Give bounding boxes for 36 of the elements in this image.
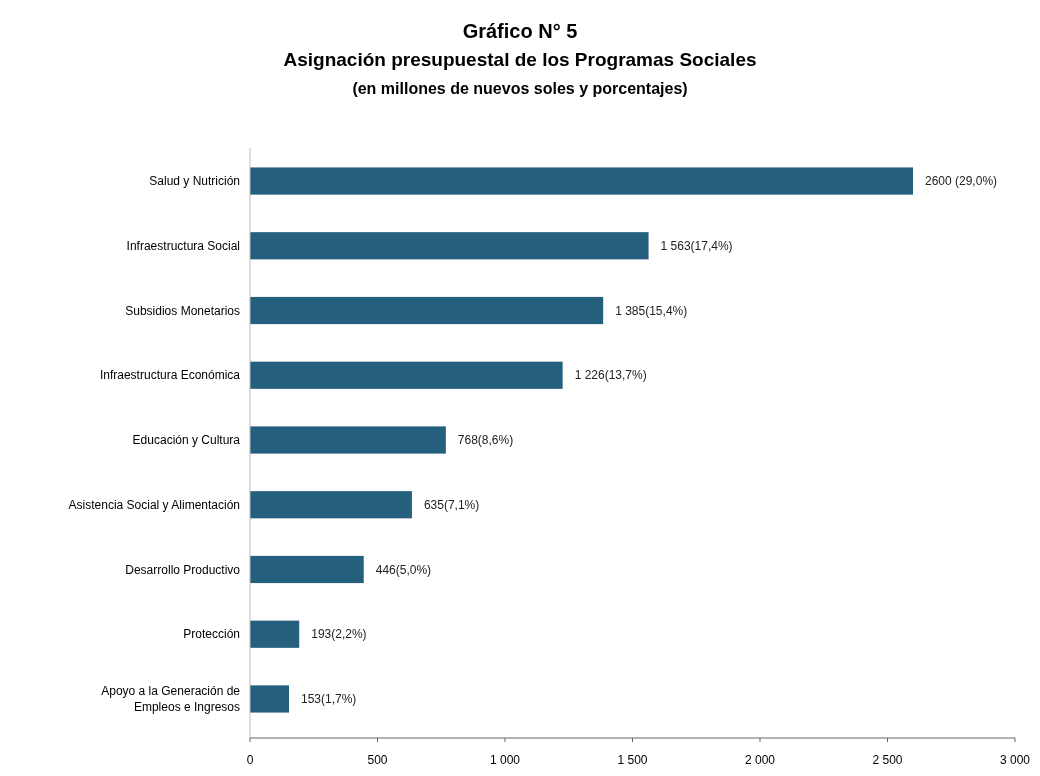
x-tick-label: 500 <box>367 753 388 767</box>
data-label: 635(7,1%) <box>423 497 480 512</box>
y-tick-label: Protección <box>183 627 240 642</box>
bar <box>250 685 290 713</box>
y-tick-label: Apoyo a la Generación de Empleos e Ingresos <box>101 684 241 715</box>
bar <box>250 620 300 648</box>
data-label: 2600 (29,0%) <box>925 174 998 189</box>
data-label: 193(2,2%) <box>311 627 367 642</box>
x-tick-label: 1 000 <box>489 753 521 767</box>
bar <box>250 491 412 519</box>
x-tick-label: 3 000 <box>999 753 1031 767</box>
y-tick-label: Infraestructura Social <box>126 238 240 253</box>
bar <box>250 555 364 584</box>
y-tick-label: Salud y Nutrición <box>149 174 240 189</box>
data-label: 1 226(13,7%) <box>574 368 647 383</box>
data-label: 1 385(15,4%) <box>615 303 688 318</box>
bar <box>250 361 563 389</box>
bar <box>250 426 446 454</box>
data-label: 446(5,0%) <box>375 562 432 577</box>
x-tick-label: 2 000 <box>744 753 776 767</box>
bar <box>250 232 649 260</box>
bar <box>250 167 913 195</box>
y-tick-label: Educación y Cultura <box>132 433 241 448</box>
chart-subtitle: Asignación presupuestal de los Programas Sociales (en millones de nuevos soles y porcentajes) <box>283 49 757 97</box>
x-tick-label: 0 <box>246 753 254 767</box>
data-label: 768(8,6%) <box>457 433 514 448</box>
y-tick-label: Infraestructura Económica <box>99 368 241 383</box>
x-tick-label: 1 500 <box>617 753 648 767</box>
y-tick-label: Desarrollo Productivo <box>125 562 241 577</box>
y-tick-label: Subsidios Monetarios <box>125 303 240 318</box>
data-label: 1 563(17,4%) <box>660 238 733 253</box>
data-label: 153(1,7%) <box>301 692 357 707</box>
y-tick-label: Asistencia Social y Alimentación <box>68 497 240 512</box>
x-tick-label: 2 500 <box>872 753 903 767</box>
bar <box>250 296 604 325</box>
chart-title: Gráfico N° 5 <box>462 20 578 42</box>
